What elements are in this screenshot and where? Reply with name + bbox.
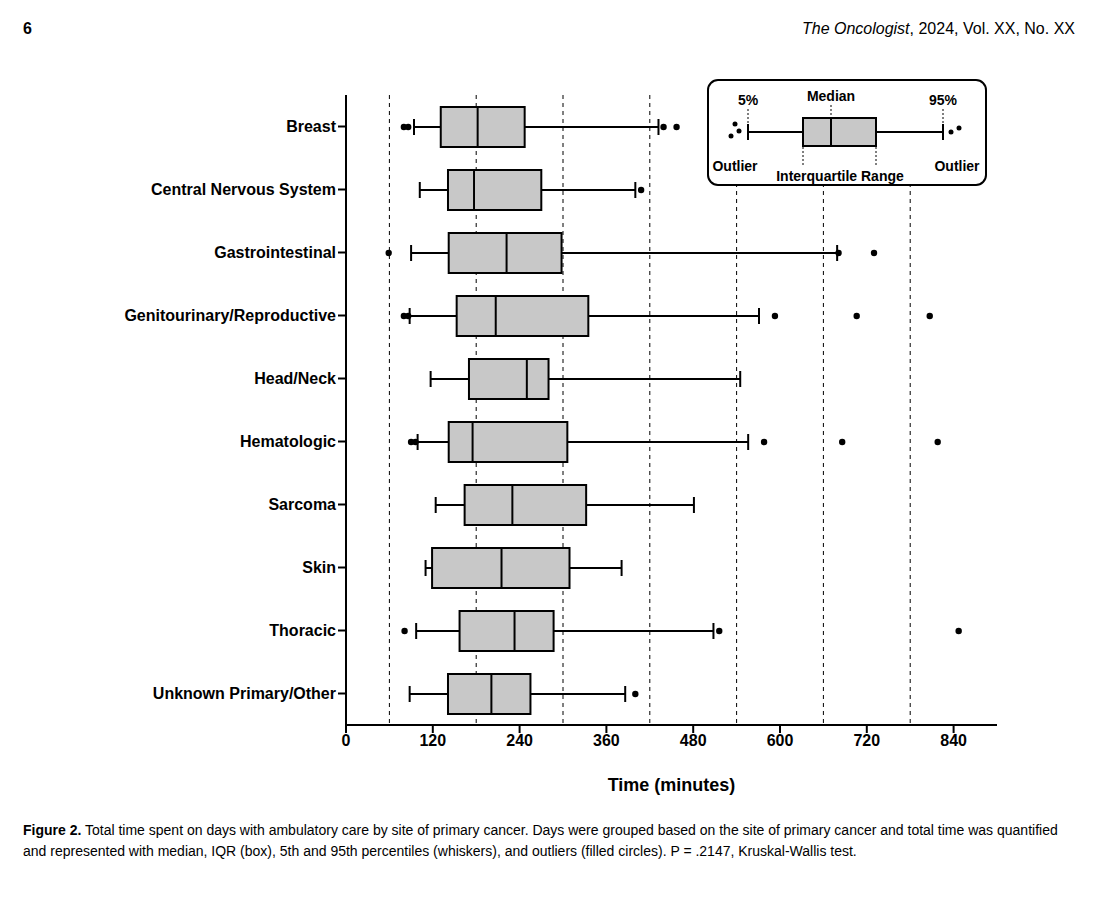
- svg-text:240: 240: [506, 732, 533, 749]
- svg-text:Unknown Primary/Other: Unknown Primary/Other: [153, 685, 336, 702]
- svg-text:Breast: Breast: [286, 118, 336, 135]
- svg-text:Head/Neck: Head/Neck: [254, 370, 336, 387]
- svg-text:120: 120: [419, 732, 446, 749]
- html-text:Figure 2. Total time spent on: Figure 2. Total time spent on days with …: [23, 822, 1058, 859]
- svg-text:Genitourinary/Reproductive: Genitourinary/Reproductive: [124, 307, 336, 324]
- svg-text:600: 600: [767, 732, 794, 749]
- svg-text:Thoracic: Thoracic: [269, 622, 336, 639]
- svg-text:Skin: Skin: [302, 559, 336, 576]
- svg-text:Hematologic: Hematologic: [240, 433, 336, 450]
- svg-text:5%: 5%: [738, 92, 759, 108]
- svg-text:Time (minutes): Time (minutes): [608, 775, 736, 795]
- svg-text:Interquartile Range: Interquartile Range: [776, 168, 904, 184]
- svg-text:Gastrointestinal: Gastrointestinal: [214, 244, 336, 261]
- svg-text:0: 0: [342, 732, 351, 749]
- svg-text:360: 360: [593, 732, 620, 749]
- svg-text:Median: Median: [807, 88, 855, 104]
- svg-text:720: 720: [853, 732, 880, 749]
- svg-text:Central Nervous System: Central Nervous System: [151, 181, 336, 198]
- svg-text:Outlier: Outlier: [712, 158, 758, 174]
- svg-text:Sarcoma: Sarcoma: [268, 496, 336, 513]
- html-text:6: 6: [23, 20, 32, 37]
- html-text:The Oncologist, 2024, Vol. XX,: The Oncologist, 2024, Vol. XX, No. XX: [802, 20, 1075, 37]
- svg-text:95%: 95%: [929, 92, 958, 108]
- svg-text:480: 480: [680, 732, 707, 749]
- svg-text:Outlier: Outlier: [934, 158, 980, 174]
- svg-text:840: 840: [940, 732, 967, 749]
